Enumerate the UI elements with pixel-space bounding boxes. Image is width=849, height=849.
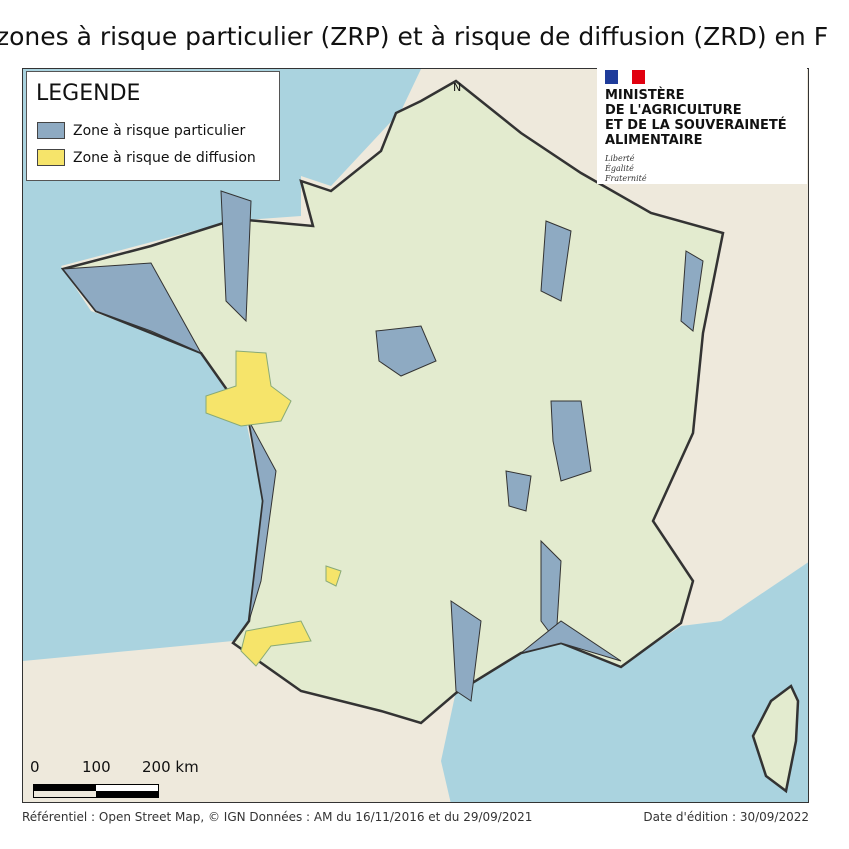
motto-line: Liberté — [605, 154, 635, 163]
source-credit: Référentiel : Open Street Map, © IGN Don… — [22, 810, 533, 824]
zrp-zone — [520, 620, 622, 662]
legend-label: Zone à risque de diffusion — [73, 149, 256, 166]
logo-line: DE L'AGRICULTURE — [605, 103, 742, 118]
logo-line: ALIMENTAIRE — [605, 133, 703, 148]
zrd-zone — [205, 350, 292, 427]
legend-item-zrp: Zone à risque particulier — [37, 122, 245, 139]
legend-item-zrd: Zone à risque de diffusion — [37, 149, 256, 166]
zrd-zone — [240, 620, 312, 667]
mediterranean-sea — [441, 562, 808, 802]
marianne-flag-icon — [605, 70, 645, 84]
zrp-zone — [680, 250, 704, 332]
motto-line: Égalité — [605, 164, 634, 173]
zrp-zone — [540, 220, 572, 302]
zrp-zone — [550, 400, 592, 482]
scale-bar-graphic — [33, 784, 159, 798]
zrp-swatch — [37, 122, 65, 139]
zrp-zone — [62, 262, 203, 355]
map-title: zones à risque particulier (ZRP) et à ri… — [0, 22, 829, 51]
legend: LEGENDE Zone à risque particulier Zone à… — [26, 71, 280, 181]
zrp-zone — [248, 420, 277, 622]
zrd-swatch — [37, 149, 65, 166]
motto: Liberté Égalité Fraternité — [605, 154, 647, 184]
france-map: N — [23, 69, 808, 802]
motto-line: Fraternité — [605, 174, 647, 183]
ministry-logo: MINISTÈRE DE L'AGRICULTURE ET DE LA SOUV… — [597, 68, 807, 184]
zrd-zones — [205, 350, 342, 667]
legend-label: Zone à risque particulier — [73, 122, 246, 139]
atlantic-sea — [23, 69, 421, 661]
zrp-zone — [505, 470, 532, 512]
ministry-name: MINISTÈRE DE L'AGRICULTURE ET DE LA SOUV… — [605, 88, 787, 148]
scale-label: 0 — [30, 758, 40, 776]
logo-line: MINISTÈRE — [605, 88, 685, 103]
legend-title: LEGENDE — [36, 81, 141, 106]
scale-label: 200 km — [142, 758, 199, 776]
north-arrow: N — [453, 81, 461, 94]
zrp-zone — [375, 325, 437, 377]
corsica — [751, 684, 800, 794]
zrd-zone — [325, 565, 342, 587]
logo-line: ET DE LA SOUVERAINETÉ — [605, 118, 787, 133]
map-frame: N — [22, 68, 809, 803]
zrp-zones — [62, 190, 704, 702]
edition-date: Date d'édition : 30/09/2022 — [643, 810, 809, 824]
zrp-zone — [220, 190, 252, 323]
zrp-zone — [450, 600, 482, 702]
scale-label: 100 — [82, 758, 111, 776]
